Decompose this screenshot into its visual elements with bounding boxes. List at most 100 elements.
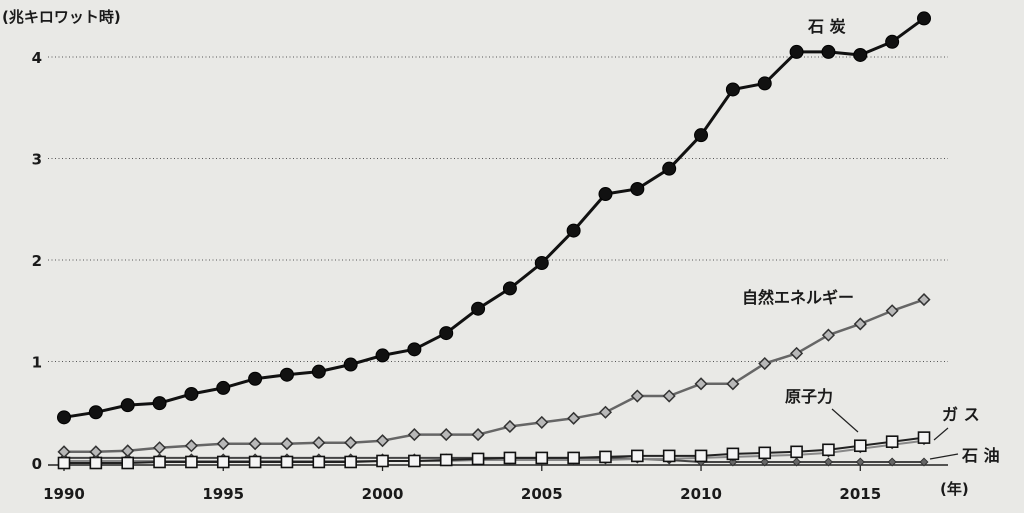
data-point-2-1992 xyxy=(121,456,135,470)
data-point-1-2012 xyxy=(758,356,772,371)
data-point-2-2010 xyxy=(694,449,708,463)
series-line-2 xyxy=(64,436,925,464)
data-point-0-1999 xyxy=(343,357,358,372)
data-point-2-2005 xyxy=(535,451,549,465)
data-point-2-2012 xyxy=(758,446,772,460)
x-tick-label-2010: 2010 xyxy=(680,485,722,503)
series-label-gas: ガ ス xyxy=(942,405,980,424)
data-point-4-2015 xyxy=(855,457,865,467)
series-label-renewables: 自然エネルギー xyxy=(742,288,854,307)
data-point-1-1992 xyxy=(121,444,135,458)
data-point-0-2015 xyxy=(853,47,868,62)
data-point-1-2001 xyxy=(407,428,421,442)
data-point-1-1993 xyxy=(152,441,167,455)
data-point-0-2003 xyxy=(471,301,486,316)
data-point-2-1993 xyxy=(153,455,166,469)
x-tick-label-1995: 1995 xyxy=(202,485,244,503)
data-point-1-1998 xyxy=(312,436,326,450)
data-point-1-1991 xyxy=(89,445,103,459)
data-point-2-2014 xyxy=(822,443,835,457)
data-point-0-2012 xyxy=(757,76,772,91)
data-point-4-2017 xyxy=(919,457,929,467)
data-point-2-2013 xyxy=(790,445,803,459)
x-tick-label-2015: 2015 xyxy=(839,485,881,503)
series-line-1 xyxy=(64,298,925,454)
data-point-0-2007 xyxy=(598,187,613,202)
data-point-0-2006 xyxy=(566,223,581,238)
data-point-2-1995 xyxy=(216,455,230,469)
data-point-2-1999 xyxy=(344,455,357,469)
data-point-0-2008 xyxy=(630,181,645,196)
data-point-2-1991 xyxy=(89,456,103,470)
data-point-1-2004 xyxy=(503,419,517,434)
data-point-2-2003 xyxy=(471,452,485,466)
data-point-2-1998 xyxy=(312,455,326,469)
data-point-0-1993 xyxy=(152,396,167,411)
data-point-0-1995 xyxy=(216,380,231,395)
data-point-1-1999 xyxy=(344,436,358,450)
data-point-1-2010 xyxy=(694,377,708,391)
data-point-0-1991 xyxy=(88,405,103,420)
series-1 xyxy=(57,293,931,459)
data-point-2-2016 xyxy=(885,435,899,448)
data-point-2-1997 xyxy=(280,455,294,469)
series-0 xyxy=(57,11,931,425)
data-point-2-2004 xyxy=(503,451,517,465)
x-tick-label-1990: 1990 xyxy=(43,485,85,503)
y-axis-unit-label: (兆キロワット時) xyxy=(2,8,121,26)
data-point-1-1997 xyxy=(280,437,294,451)
x-axis-unit-label: (年) xyxy=(940,480,969,498)
data-point-2-1990 xyxy=(57,456,71,470)
data-point-1-2017 xyxy=(917,293,931,307)
data-point-0-2005 xyxy=(534,256,549,271)
data-point-1-1996 xyxy=(248,437,262,451)
data-point-0-1998 xyxy=(311,364,326,379)
nuclear-label-leader xyxy=(831,408,859,433)
data-point-0-2000 xyxy=(375,348,390,363)
data-point-1-2005 xyxy=(535,415,549,429)
data-point-0-1992 xyxy=(120,398,135,413)
data-point-1-1995 xyxy=(216,437,230,451)
tick-labels: 0 1 2 3 4 1990 1995 2000 2005 2010 2015 xyxy=(32,49,882,503)
y-tick-label-0: 0 xyxy=(32,455,42,473)
y-tick-label-1: 1 xyxy=(32,354,42,372)
data-point-0-2004 xyxy=(502,281,517,296)
data-point-1-1990 xyxy=(57,445,71,459)
data-point-1-2002 xyxy=(439,428,453,442)
data-point-2-2009 xyxy=(662,449,676,463)
data-point-0-2017 xyxy=(917,11,931,26)
data-point-2-1996 xyxy=(248,455,262,469)
data-point-1-2011 xyxy=(726,377,740,391)
data-point-1-2013 xyxy=(790,346,804,360)
data-point-1-2000 xyxy=(375,434,390,448)
data-point-1-2014 xyxy=(821,328,836,342)
data-point-4-2012 xyxy=(760,457,770,467)
data-point-1-2008 xyxy=(630,389,644,403)
data-point-2-2017 xyxy=(917,431,931,444)
data-point-1-2009 xyxy=(662,389,676,403)
data-point-0-2009 xyxy=(662,161,677,176)
data-point-0-1994 xyxy=(184,386,199,401)
data-point-0-2016 xyxy=(885,34,900,49)
gas-label-leader xyxy=(933,427,949,441)
series-labels: 石 炭 自然エネルギー 原子力 ガ ス 石 油 xyxy=(742,17,1000,465)
series-line-0 xyxy=(63,17,925,419)
series-label-coal: 石 炭 xyxy=(807,17,846,36)
series-label-nuclear: 原子力 xyxy=(785,387,833,406)
data-point-2-2006 xyxy=(567,451,580,465)
data-point-0-1990 xyxy=(57,410,71,425)
x-tick-label-2000: 2000 xyxy=(362,485,404,503)
data-point-1-2016 xyxy=(885,304,899,318)
data-point-1-2015 xyxy=(853,317,867,331)
series-label-oil: 石 油 xyxy=(961,446,1000,465)
y-tick-label-2: 2 xyxy=(32,252,42,270)
data-point-2-2008 xyxy=(631,449,644,463)
data-point-0-2010 xyxy=(694,128,709,143)
data-point-0-1996 xyxy=(248,371,263,386)
data-point-2-2011 xyxy=(726,447,740,461)
data-point-2-2002 xyxy=(439,453,453,467)
data-point-2-2015 xyxy=(853,439,867,453)
data-point-2-2007 xyxy=(599,450,612,464)
